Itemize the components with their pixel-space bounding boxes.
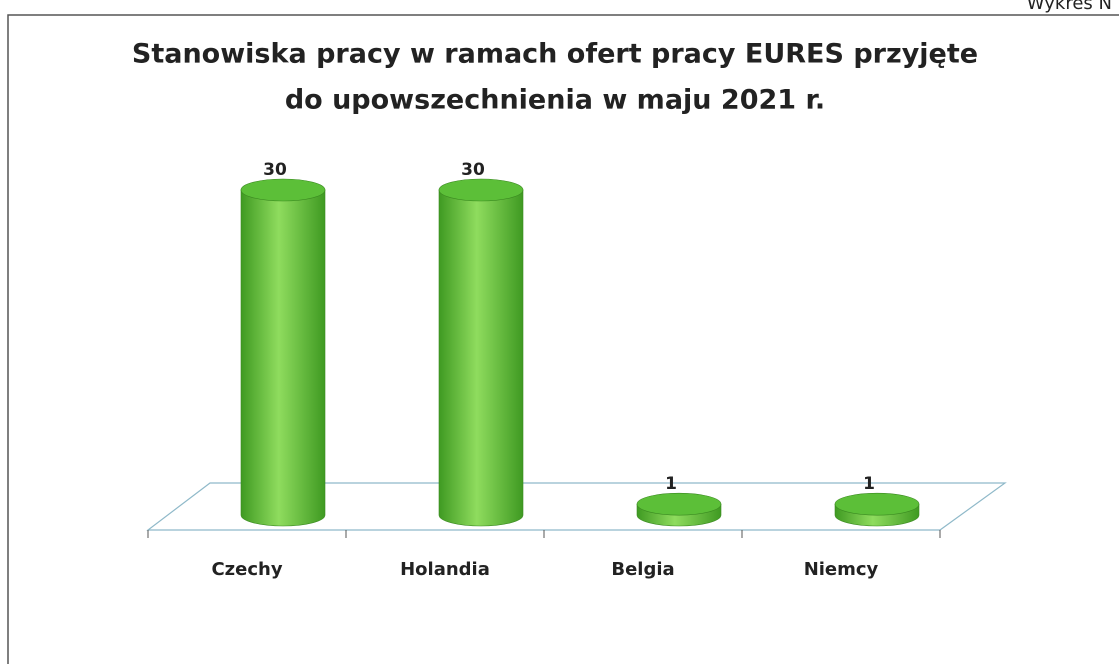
data-label: 1: [665, 474, 677, 494]
data-label: 30: [461, 160, 485, 180]
chart-title: Stanowiska pracy w ramach ofert pracy EU…: [132, 39, 978, 70]
data-label: 30: [263, 160, 287, 180]
data-label: 1: [863, 474, 875, 494]
x-tick-label: Czechy: [211, 559, 282, 580]
cylinder-body: [438, 189, 524, 527]
cylinder-body: [240, 189, 326, 527]
cylinder-top: [834, 492, 920, 516]
chart-frame: [7, 14, 1119, 664]
x-tick-label: Niemcy: [804, 559, 879, 580]
page-label: Wykres N: [1027, 0, 1112, 14]
chart-title: do upowszechnienia w maju 2021 r.: [285, 85, 825, 116]
cylinder-top: [438, 178, 524, 202]
x-tick-label: Belgia: [611, 559, 674, 580]
cylinder-top: [240, 178, 326, 202]
x-tick-label: Holandia: [400, 559, 490, 580]
cylinder-top: [636, 492, 722, 516]
